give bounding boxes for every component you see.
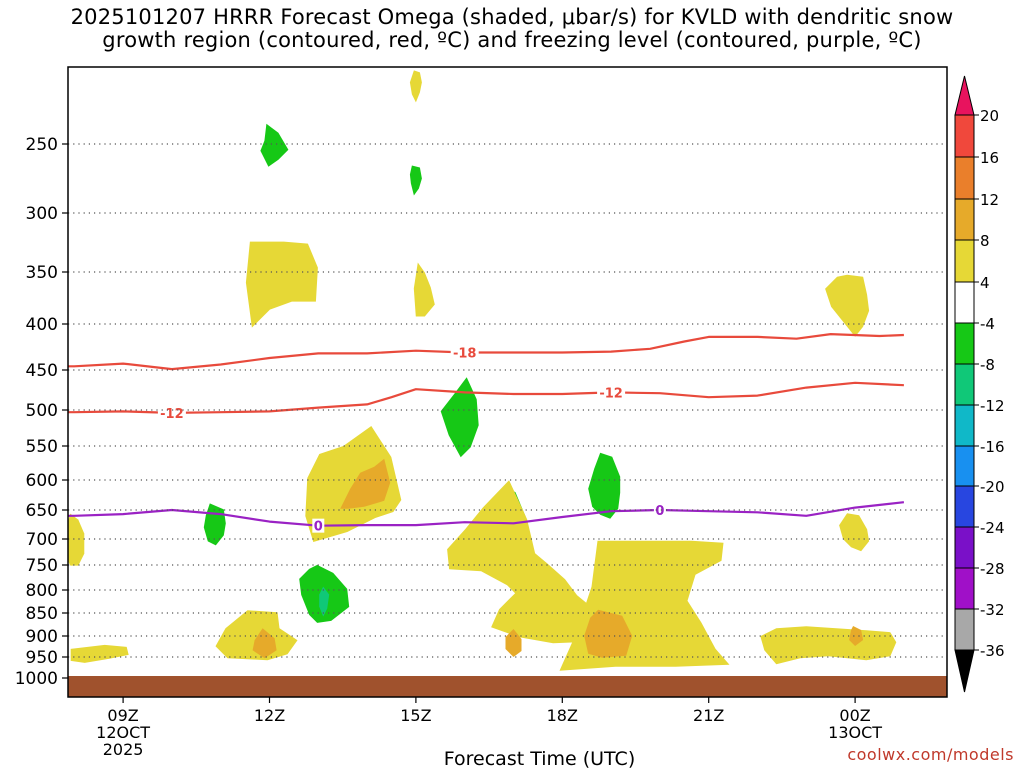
- colorbar-swatch-3: [954, 239, 975, 283]
- omega-region-21: [584, 609, 633, 658]
- colorbar-swatch-1: [954, 156, 975, 200]
- x-tick-label-2-0: 15Z: [400, 706, 431, 725]
- contour-line-2: [68, 501, 905, 527]
- contour-label-bg-1-0: [157, 405, 186, 420]
- y-tick-label-p350: 350: [26, 263, 58, 283]
- omega-region-19: [252, 628, 277, 659]
- colorbar-swatch-0: [954, 114, 975, 158]
- x-tick-label-0-1: 12OCT: [96, 723, 150, 742]
- colorbar-label-9: -20: [980, 478, 1005, 496]
- y-tick-label-p850: 850: [26, 604, 58, 624]
- x-tick-label-3-0: 18Z: [547, 706, 578, 725]
- colorbar-swatch-7: [954, 404, 975, 447]
- omega-region-18: [215, 610, 298, 661]
- contour-label-2-1: 0: [655, 504, 664, 519]
- omega-region-24: [70, 644, 129, 663]
- y-tick-label-p700: 700: [26, 530, 58, 550]
- plot-border: [67, 66, 948, 698]
- omega-region-13: [839, 513, 870, 552]
- colorbar-label-6: -8: [980, 356, 995, 374]
- contour-label-2-0: 0: [314, 520, 323, 535]
- chart-title-line-1: 2025101207 HRRR Forecast Omega (shaded, …: [70, 5, 954, 29]
- colorbar-label-2: 12: [980, 191, 999, 209]
- colorbar-swatch-12: [954, 608, 975, 651]
- omega-shading-layer: -18 -12 -12 0 0: [68, 70, 905, 671]
- colorbar-top-arrow: [954, 75, 975, 116]
- colorbar-label-1: 16: [980, 149, 999, 167]
- colorbar-swatch-2: [954, 198, 975, 241]
- contour-label-1-1: -12: [599, 386, 623, 401]
- x-tick-label-5-1: 13OCT: [828, 723, 882, 742]
- colorbar-label-8: -16: [980, 438, 1005, 456]
- omega-region-16: [447, 480, 624, 644]
- colorbar-swatch-9: [954, 485, 975, 528]
- omega-region-8: [588, 452, 621, 519]
- contour-line-0: [68, 333, 904, 371]
- y-tick-label-p800: 800: [26, 581, 58, 601]
- chart-title-line-2: growth region (contoured, red, ºC) and f…: [102, 28, 922, 52]
- colorbar-bottom-arrow: [954, 649, 975, 693]
- x-tick-label-5-0: 00Z: [839, 706, 870, 725]
- x-tick-label-0-0: 09Z: [107, 706, 138, 725]
- colorbar-label-7: -12: [980, 397, 1005, 415]
- x-tick-label-1-0: 12Z: [254, 706, 285, 725]
- contour-label-bg-0-0: [450, 345, 479, 360]
- colorbar-label-12: -32: [980, 601, 1005, 619]
- y-tick-label-p400: 400: [26, 315, 58, 335]
- omega-region-23: [849, 626, 864, 646]
- omega-region-15: [319, 586, 330, 617]
- contour-label-0-0: -18: [453, 347, 477, 362]
- omega-region-4: [413, 262, 435, 317]
- x-tick-label-4-0: 21Z: [693, 706, 724, 725]
- contour-label-bg-2-1: [653, 503, 666, 517]
- y-tick-label-p250: 250: [26, 135, 58, 155]
- omega-region-22: [760, 626, 897, 665]
- chart-title: 2025101207 HRRR Forecast Omega (shaded, …: [0, 6, 1024, 52]
- y-tick-label-p900: 900: [26, 627, 58, 647]
- y-tick-label-p1000: 1000: [15, 669, 58, 689]
- y-tick-label-p750: 750: [26, 556, 58, 576]
- y-tick-label-p550: 550: [26, 437, 58, 457]
- colorbar-swatch-10: [954, 526, 975, 569]
- omega-region-3: [245, 241, 318, 328]
- omega-region-12: [825, 274, 870, 337]
- colorbar-swatch-6: [954, 363, 975, 406]
- colorbar-label-3: 8: [980, 232, 990, 250]
- omega-region-11: [68, 513, 85, 566]
- colorbar-swatch-5: [954, 322, 975, 365]
- plot-background: [68, 67, 947, 697]
- colorbar-label-11: -28: [980, 560, 1005, 578]
- omega-region-2: [409, 165, 422, 196]
- colorbar-label-4: 4: [980, 274, 990, 292]
- omega-region-17: [505, 629, 522, 657]
- colorbar-swatch-11: [954, 567, 975, 610]
- colorbar-swatch-4: [954, 281, 975, 324]
- credit-link[interactable]: coolwx.com/models: [847, 745, 1014, 764]
- y-tick-label-p500: 500: [26, 401, 58, 421]
- omega-region-0: [409, 70, 422, 103]
- ground-strip: [68, 676, 947, 697]
- y-tick-label-p650: 650: [26, 501, 58, 521]
- y-tick-label-p600: 600: [26, 471, 58, 491]
- colorbar-swatch-8: [954, 445, 975, 487]
- y-tick-label-p300: 300: [26, 204, 58, 224]
- colorbar-label-5: -4: [980, 315, 995, 333]
- x-axis-label: Forecast Time (UTC): [444, 748, 635, 768]
- omega-region-1: [260, 123, 289, 167]
- omega-region-7: [340, 458, 391, 509]
- y-tick-label-p450: 450: [26, 361, 58, 381]
- contour-label-1-0: -12: [160, 407, 184, 422]
- contour-label-bg-1-1: [597, 385, 626, 400]
- contour-label-bg-2-0: [312, 518, 325, 533]
- y-tick-label-p950: 950: [26, 648, 58, 668]
- colorbar-label-10: -24: [980, 519, 1005, 537]
- x-tick-label-0-2: 2025: [103, 740, 144, 759]
- colorbar-label-0: 20: [980, 107, 999, 125]
- omega-region-5: [440, 377, 479, 458]
- colorbar-label-13: -36: [980, 642, 1005, 660]
